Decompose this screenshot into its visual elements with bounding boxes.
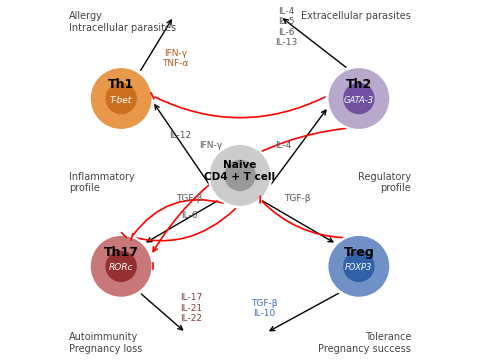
Circle shape	[90, 235, 153, 298]
Circle shape	[90, 67, 153, 130]
Text: FOXP3: FOXP3	[345, 264, 372, 273]
Text: IFN-γ
TNF-α: IFN-γ TNF-α	[162, 49, 189, 68]
Text: IL-4: IL-4	[276, 141, 292, 150]
Text: GATA-3: GATA-3	[344, 96, 374, 105]
Text: TGF-β: TGF-β	[176, 194, 203, 203]
Text: IL-4
IL-5
IL-6
IL-13: IL-4 IL-5 IL-6 IL-13	[275, 7, 297, 47]
Text: Tolerance
Pregnancy success: Tolerance Pregnancy success	[318, 332, 411, 354]
Text: Th2: Th2	[346, 78, 372, 91]
Circle shape	[327, 235, 390, 298]
Text: Regulatory
profile: Regulatory profile	[358, 172, 411, 193]
Text: Allergy
Intracellular parasites: Allergy Intracellular parasites	[69, 11, 176, 33]
Text: IFN-γ: IFN-γ	[199, 141, 222, 150]
Text: Th1: Th1	[108, 78, 134, 91]
Text: Inflammatory
profile: Inflammatory profile	[69, 172, 134, 193]
Circle shape	[327, 67, 390, 130]
Text: T-bet: T-bet	[110, 96, 132, 105]
Circle shape	[106, 251, 137, 282]
Text: Th17: Th17	[104, 246, 139, 259]
Text: IL-17
IL-21
IL-22: IL-17 IL-21 IL-22	[180, 293, 202, 323]
Text: Treg: Treg	[344, 246, 374, 259]
Text: TGF-β: TGF-β	[285, 194, 311, 203]
Text: Naive
CD4 + T cell: Naive CD4 + T cell	[204, 161, 276, 182]
Text: IL-6: IL-6	[181, 211, 198, 220]
Circle shape	[106, 83, 137, 114]
Text: IL-12: IL-12	[169, 131, 192, 140]
Circle shape	[208, 144, 272, 207]
Text: TGF-β
IL-10: TGF-β IL-10	[251, 298, 278, 318]
Circle shape	[224, 160, 256, 191]
Circle shape	[343, 251, 374, 282]
Text: RORc: RORc	[109, 264, 133, 273]
Text: Autoimmunity
Pregnancy loss: Autoimmunity Pregnancy loss	[69, 332, 142, 354]
Circle shape	[343, 83, 374, 114]
Text: Extracellular parasites: Extracellular parasites	[301, 11, 411, 21]
